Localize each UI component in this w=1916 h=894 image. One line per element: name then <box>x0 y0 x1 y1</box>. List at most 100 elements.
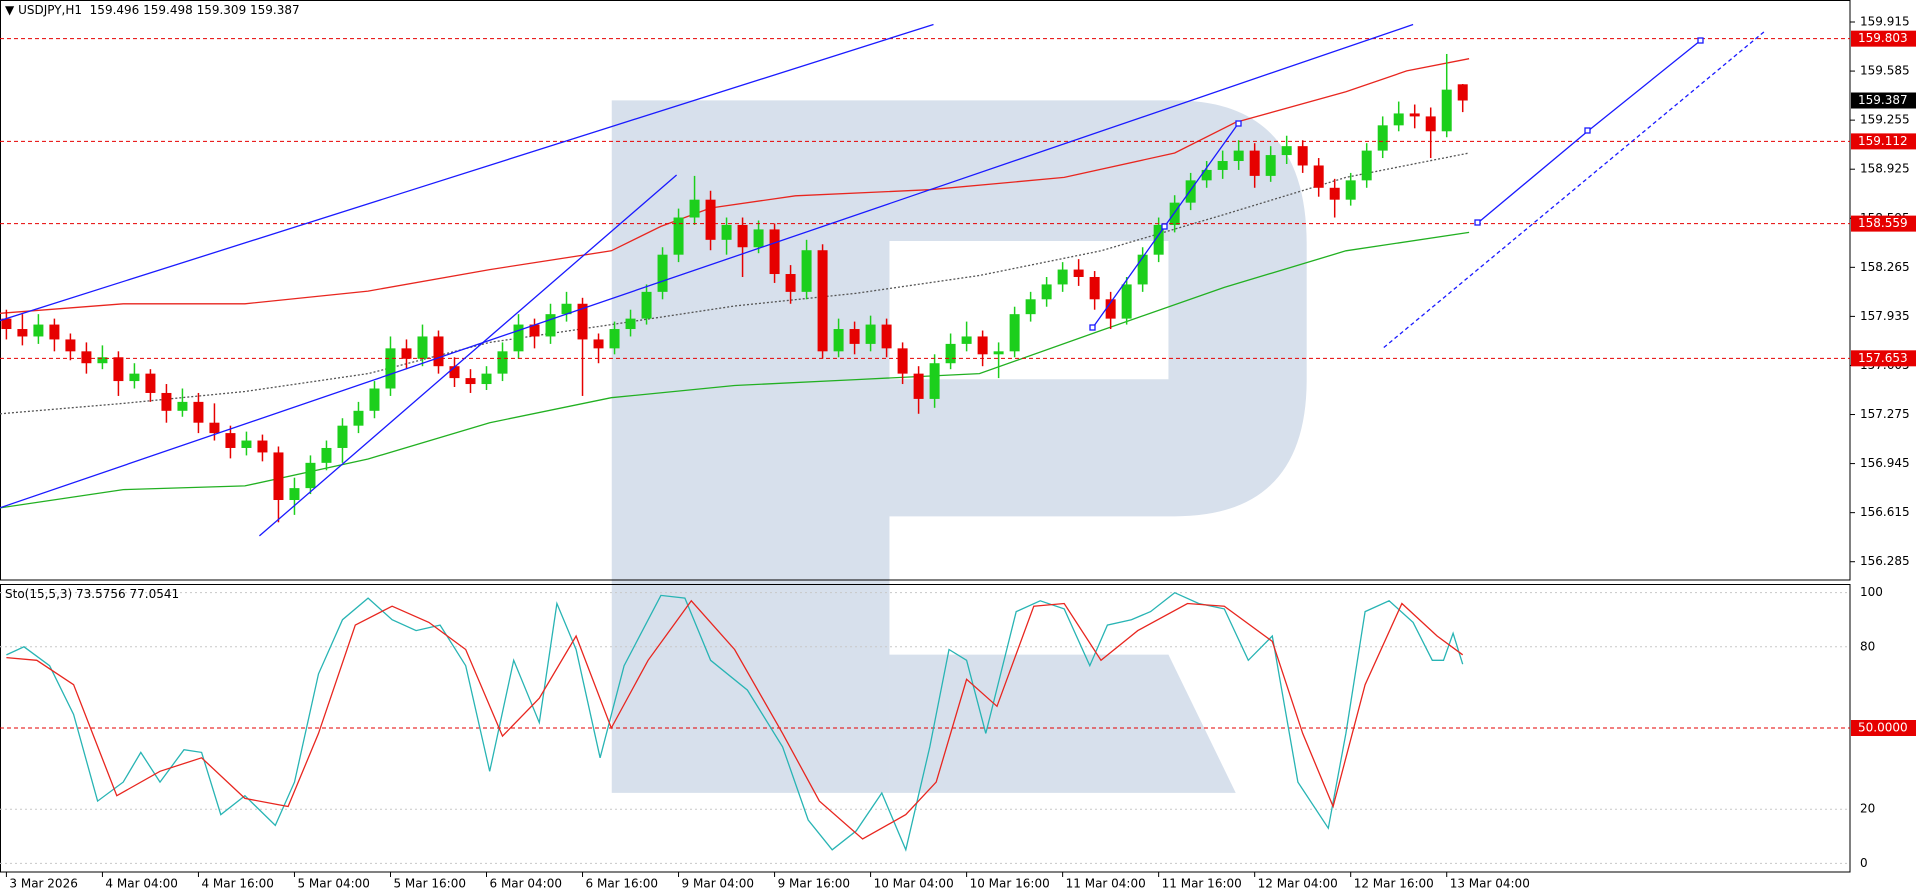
candle-body <box>721 224 732 240</box>
moving-average <box>0 58 1470 314</box>
anchor <box>1584 127 1591 134</box>
candle-body <box>225 433 236 448</box>
y-tick-label: 100 <box>1860 585 1883 599</box>
candle-body <box>1361 150 1372 181</box>
candle-body <box>1121 284 1132 319</box>
candle-body <box>289 488 300 501</box>
x-tick-label: 6 Mar 16:00 <box>586 877 659 891</box>
y-tick-label: 158.925 <box>1860 162 1910 176</box>
candle-body <box>1329 187 1340 200</box>
candle-body <box>1393 113 1404 126</box>
y-tick-label: 157.935 <box>1860 309 1910 323</box>
candle-body <box>1313 165 1324 188</box>
anchor <box>1697 37 1704 44</box>
x-tick-label: 11 Mar 16:00 <box>1162 877 1242 891</box>
candle-body <box>1409 113 1420 117</box>
candle-body <box>1281 146 1292 156</box>
open: 159.496 <box>89 3 140 17</box>
candle-body <box>1153 224 1164 255</box>
candle-body <box>1345 180 1356 200</box>
candle-body <box>129 373 140 382</box>
watermark-r <box>611 100 1307 793</box>
candle-body <box>545 314 556 337</box>
candle-body <box>481 373 492 385</box>
candle-body <box>513 324 524 352</box>
candle-body <box>1457 84 1468 101</box>
main-panel-frame <box>0 0 1851 581</box>
candle-body <box>529 324 540 337</box>
candle-body <box>561 303 572 315</box>
candle-body <box>817 250 828 352</box>
candle-body <box>1201 169 1212 181</box>
candle-body <box>849 329 860 344</box>
x-tick-label: 6 Mar 04:00 <box>490 877 563 891</box>
candle-body <box>209 422 220 434</box>
candle-body <box>1185 180 1196 203</box>
main-header: ▼ USDJPY,H1 159.496 159.498 159.309 159.… <box>5 3 300 17</box>
candle-body <box>1297 146 1308 166</box>
candle-body <box>913 373 924 399</box>
candle-body <box>369 388 380 411</box>
candle-body <box>1089 276 1100 300</box>
candle-body <box>1025 299 1036 315</box>
candle-body <box>385 348 396 389</box>
level-label: 157.653 <box>1858 351 1908 365</box>
stochastic-line <box>6 599 1464 840</box>
y-tick-label: 80 <box>1860 639 1875 653</box>
candle-body <box>1265 155 1276 176</box>
candle-body <box>17 329 28 337</box>
level-label: 159.112 <box>1858 134 1908 148</box>
y-tick-label: 159.585 <box>1860 64 1910 78</box>
x-tick-label: 4 Mar 04:00 <box>105 877 178 891</box>
candle-body <box>1249 150 1260 176</box>
candle-body <box>1169 202 1180 225</box>
y-tick-label: 0 <box>1860 856 1868 870</box>
level-box <box>1851 350 1916 367</box>
x-tick-label: 9 Mar 04:00 <box>682 877 755 891</box>
candle-body <box>1 318 12 330</box>
trend-line <box>0 23 934 322</box>
trend-line <box>258 174 678 537</box>
candle-body <box>673 217 684 255</box>
level-box <box>1851 720 1916 736</box>
candle-body <box>737 224 748 248</box>
candle-body <box>337 425 348 448</box>
candle-body <box>1441 89 1452 132</box>
x-tick-label: 4 Mar 16:00 <box>201 877 274 891</box>
stoch-header: Sto(15,5,3) 73.5756 77.0541 <box>5 587 179 601</box>
candle-body <box>97 357 108 364</box>
candle-body <box>769 229 780 275</box>
menu-arrow[interactable]: ▼ <box>5 3 15 17</box>
close: 159.387 <box>250 3 300 17</box>
y-tick-label: 20 <box>1860 802 1875 816</box>
level-label: 159.803 <box>1858 31 1908 45</box>
candle-body <box>433 336 444 367</box>
high: 159.498 <box>143 3 193 17</box>
price-label: 159.387 <box>1858 93 1908 107</box>
candle-body <box>65 339 76 352</box>
candle-body <box>353 410 364 426</box>
label-layer: 159.915159.585159.255158.925158.595158.2… <box>5 15 1916 891</box>
anchor <box>1089 324 1096 331</box>
y-tick-label: 158.265 <box>1860 260 1910 274</box>
candle-body <box>321 447 332 463</box>
y-tick-label: 156.285 <box>1860 554 1910 568</box>
level-box <box>1851 133 1916 150</box>
level-box <box>1851 215 1916 232</box>
candle-body <box>833 329 844 352</box>
candle-body <box>801 250 812 292</box>
candle-body <box>1105 299 1116 319</box>
candle-body <box>993 351 1004 355</box>
candle-body <box>977 336 988 355</box>
candle-body <box>401 348 412 359</box>
x-tick-label: 9 Mar 16:00 <box>778 877 851 891</box>
candle-body <box>1041 284 1052 300</box>
candle-body <box>257 440 268 453</box>
candle-body <box>113 357 124 382</box>
candle-body <box>193 401 204 423</box>
candle-body <box>241 440 252 448</box>
candle-body <box>961 336 972 344</box>
candle-body <box>881 324 892 349</box>
